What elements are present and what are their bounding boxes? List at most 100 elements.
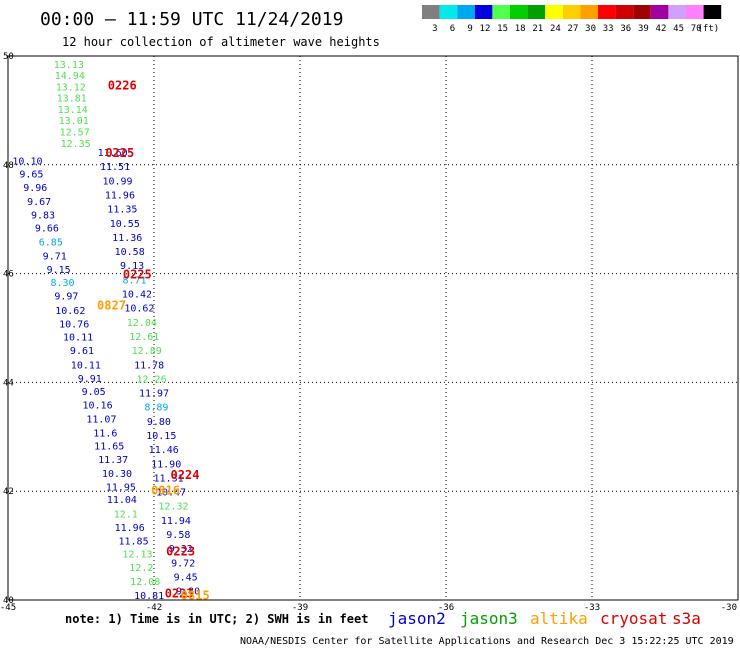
- legend-swatch-14: [668, 5, 686, 19]
- swh-point-30: 11.37: [98, 455, 128, 466]
- legend-swatch-2: [457, 5, 475, 19]
- swh-point-20: 10.76: [59, 319, 89, 330]
- wave-height-points: 13.1314.9413.1213.8113.1413.0112.5712.35…: [12, 60, 200, 602]
- legend-label-12: 39: [638, 24, 649, 34]
- swh-point-64: 11.31: [154, 473, 184, 484]
- swh-point-57: 12.26: [137, 374, 167, 385]
- swh-point-39: 12.08: [130, 577, 160, 588]
- y-tick-label-3: 46: [3, 270, 14, 280]
- pass-time-1: 0225: [105, 146, 134, 160]
- swh-point-9: 9.65: [19, 169, 43, 180]
- legend-label-4: 15: [497, 24, 508, 34]
- swh-point-11: 9.67: [27, 197, 51, 208]
- swh-point-33: 11.04: [107, 495, 137, 506]
- swh-point-13: 9.66: [35, 224, 59, 235]
- swh-point-65: 10.47: [156, 488, 186, 499]
- swh-point-44: 11.96: [105, 191, 135, 202]
- legend-swatch-1: [439, 5, 458, 19]
- legend-label-7: 24: [550, 24, 561, 34]
- latitude-tick-labels: 40 42 44 46 48 50: [3, 52, 14, 606]
- swh-point-25: 9.05: [82, 387, 106, 398]
- legend-swatch-7: [545, 5, 563, 19]
- swh-point-37: 12.13: [122, 550, 152, 561]
- legend-label-6: 21: [532, 24, 543, 34]
- swh-point-16: 9.15: [47, 265, 71, 276]
- swh-point-45: 11.35: [107, 205, 137, 216]
- pass-time-0: 0226: [108, 79, 137, 93]
- x-tick-label-0: -45: [0, 603, 16, 613]
- satellite-jason3: jason3: [460, 609, 518, 628]
- legend-swatch-15: [686, 5, 704, 19]
- swh-point-55: 12.89: [132, 346, 162, 357]
- y-tick-label-1: 42: [3, 487, 14, 497]
- swh-point-69: 9.32: [169, 544, 193, 555]
- legend-swatch-8: [562, 5, 581, 19]
- swh-point-12: 9.83: [31, 211, 55, 222]
- satellite-jason2: jason2: [388, 609, 446, 628]
- swh-point-34: 12.1: [114, 509, 138, 520]
- swh-point-2: 13.12: [56, 82, 86, 93]
- swh-point-53: 12.04: [127, 318, 157, 329]
- y-tick-label-2: 44: [3, 378, 14, 388]
- legend-label-16: (ft): [698, 24, 720, 34]
- swh-point-59: 8.89: [144, 403, 168, 414]
- swh-color-legend: 3 6 9 12 15 18 21 24 27 30 33 36 39 42 45 70(ft): [422, 5, 722, 34]
- swh-point-26: 10.16: [82, 401, 112, 412]
- swh-point-58: 11.97: [139, 389, 169, 400]
- pass-time-8: 0815: [181, 588, 210, 602]
- legend-label-15: 70: [691, 24, 702, 34]
- swh-point-50: 8.71: [122, 275, 146, 286]
- x-tick-label-1: -42: [146, 603, 162, 613]
- credit-line: NOAA/NESDIS Center for Satellite Applica…: [240, 636, 734, 647]
- legend-label-5: 18: [515, 24, 526, 34]
- swh-point-35: 11.96: [115, 523, 145, 534]
- swh-point-67: 11.94: [161, 516, 191, 527]
- swh-point-3: 13.81: [57, 94, 87, 105]
- legend-swatch-3: [474, 5, 493, 19]
- satellite-legend: jason2 jason3 altika cryosat s3a: [388, 609, 701, 628]
- swh-point-29: 11.65: [94, 441, 124, 452]
- swh-point-28: 11.6: [93, 428, 117, 439]
- swh-point-31: 10.30: [102, 469, 132, 480]
- swh-point-22: 9.61: [70, 346, 94, 357]
- footnote: note: 1) Time is in UTC; 2) SWH is in fe…: [65, 612, 368, 626]
- y-tick-label-4: 48: [3, 161, 14, 171]
- swh-point-66: 12.32: [158, 502, 188, 513]
- swh-point-5: 13.01: [59, 116, 89, 127]
- legend-swatch-12: [633, 5, 651, 19]
- swh-point-52: 10.62: [124, 304, 154, 315]
- map-grid: [8, 56, 738, 600]
- legend-label-8: 27: [568, 24, 579, 34]
- pass-time-4: 0224: [171, 468, 200, 482]
- swh-point-21: 10.11: [63, 333, 93, 344]
- swh-point-0: 13.13: [54, 60, 84, 71]
- x-tick-label-4: -33: [584, 603, 600, 613]
- legend-swatch-0: [422, 5, 440, 19]
- legend-label-10: 33: [603, 24, 614, 34]
- swh-point-46: 10.55: [110, 219, 140, 230]
- legend-label-13: 42: [656, 24, 667, 34]
- swh-point-51: 10.42: [122, 290, 152, 301]
- swh-point-63: 11.90: [151, 459, 181, 470]
- swh-point-17: 8.30: [50, 278, 74, 289]
- swh-point-23: 10.11: [71, 360, 101, 371]
- swh-point-32: 11.95: [106, 483, 136, 494]
- legend-label-0: 3: [432, 24, 437, 34]
- satellite-s3a: s3a: [672, 609, 701, 628]
- swh-point-70: 9.72: [171, 558, 195, 569]
- swh-point-4: 13.14: [58, 105, 88, 116]
- swh-point-48: 10.58: [115, 247, 145, 258]
- swh-point-71: 9.45: [174, 572, 198, 583]
- swh-point-54: 12.61: [129, 332, 159, 343]
- swh-point-14: 6.85: [39, 237, 63, 248]
- legend-label-1: 6: [450, 24, 455, 34]
- swh-point-18: 9.97: [54, 292, 78, 303]
- chart-subtitle: 12 hour collection of altimeter wave hei…: [62, 35, 380, 49]
- legend-swatch-4: [492, 5, 510, 19]
- swh-point-6: 12.57: [60, 127, 90, 138]
- legend-label-11: 36: [620, 24, 631, 34]
- legend-swatch-13: [650, 5, 669, 19]
- legend-swatch-6: [527, 5, 546, 19]
